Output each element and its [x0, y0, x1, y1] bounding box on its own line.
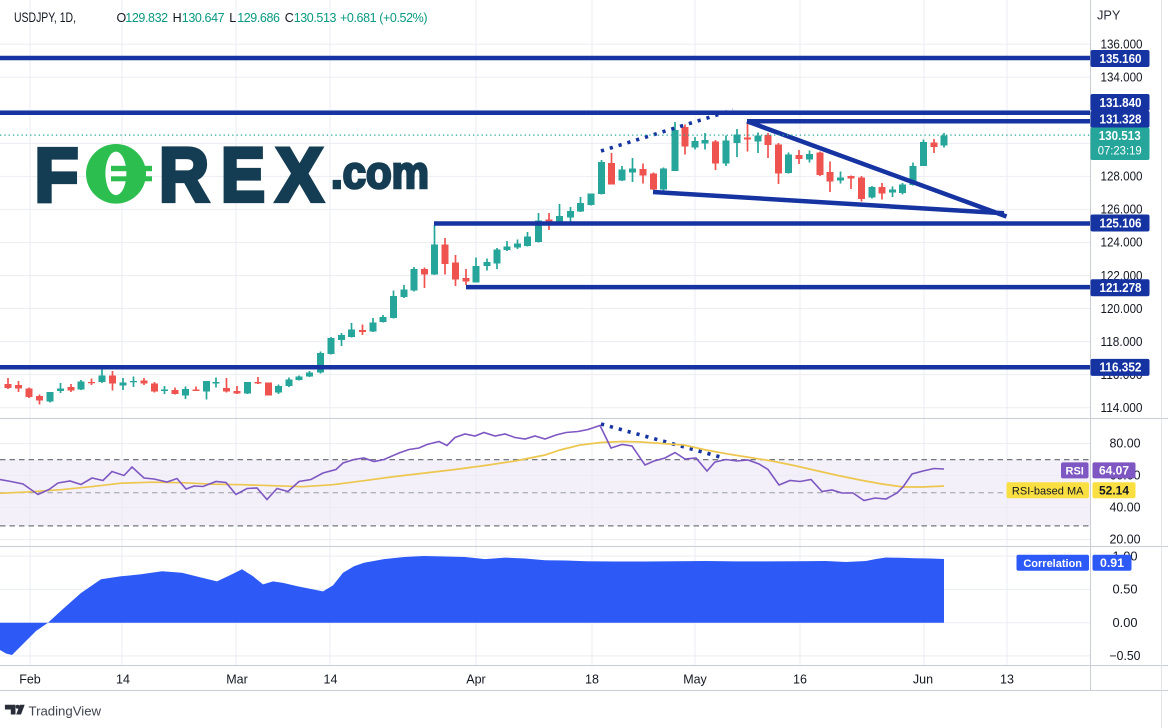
svg-text:14: 14	[116, 672, 130, 686]
svg-text:20.00: 20.00	[1110, 533, 1141, 547]
svg-text:+0.681 (+0.52%): +0.681 (+0.52%)	[340, 11, 427, 25]
svg-text:124.000: 124.000	[1101, 236, 1143, 250]
svg-text:130.513: 130.513	[294, 11, 337, 25]
svg-text:USDJPY, 1D,: USDJPY, 1D,	[14, 10, 76, 25]
svg-text:TradingView: TradingView	[29, 703, 102, 718]
svg-text:129.832: 129.832	[125, 11, 168, 25]
svg-text:129.686: 129.686	[237, 11, 280, 25]
svg-text:May: May	[683, 672, 707, 686]
svg-text:131.840: 131.840	[1100, 96, 1142, 110]
svg-text:18: 18	[585, 672, 599, 686]
svg-text:0.91: 0.91	[1100, 556, 1124, 570]
svg-text:Mar: Mar	[226, 672, 248, 686]
svg-text:128.000: 128.000	[1101, 170, 1143, 184]
svg-text:130.513: 130.513	[1099, 129, 1141, 143]
svg-text:14: 14	[324, 672, 338, 686]
svg-text:40.00: 40.00	[1110, 501, 1141, 515]
svg-text:0.50: 0.50	[1113, 583, 1138, 597]
svg-text:116.352: 116.352	[1100, 361, 1142, 375]
svg-text:125.106: 125.106	[1100, 216, 1142, 230]
svg-text:126.000: 126.000	[1101, 203, 1143, 217]
svg-text:.com: .com	[331, 147, 429, 198]
svg-text:64.07: 64.07	[1099, 464, 1129, 478]
svg-text:114.000: 114.000	[1101, 401, 1143, 415]
svg-text:JPY: JPY	[1097, 8, 1121, 23]
svg-text:80.00: 80.00	[1110, 437, 1141, 451]
svg-text:16: 16	[793, 672, 807, 686]
svg-text:52.14: 52.14	[1099, 483, 1129, 497]
svg-text:120.000: 120.000	[1101, 302, 1143, 316]
svg-text:0.00: 0.00	[1113, 616, 1138, 630]
svg-text:118.000: 118.000	[1101, 335, 1143, 349]
svg-text:H: H	[173, 11, 182, 25]
svg-text:Apr: Apr	[466, 672, 485, 686]
svg-text:135.160: 135.160	[1100, 52, 1142, 66]
svg-text:Jun: Jun	[913, 672, 933, 686]
svg-text:C: C	[285, 11, 294, 25]
svg-text:13: 13	[1000, 672, 1014, 686]
svg-text:136.000: 136.000	[1101, 38, 1143, 52]
svg-text:Correlation: Correlation	[1023, 558, 1082, 570]
svg-text:130.647: 130.647	[182, 11, 225, 25]
svg-text:131.328: 131.328	[1100, 113, 1142, 127]
svg-text:RSI-based MA: RSI-based MA	[1012, 485, 1084, 497]
svg-text:O: O	[117, 11, 127, 25]
svg-text:−0.50: −0.50	[1110, 649, 1141, 663]
svg-text:L: L	[229, 11, 236, 25]
svg-text:121.278: 121.278	[1100, 281, 1142, 295]
svg-text:X: X	[276, 133, 323, 218]
svg-text:Feb: Feb	[19, 672, 41, 686]
svg-text:E: E	[221, 133, 265, 218]
svg-text:07:23:19: 07:23:19	[1098, 146, 1142, 158]
svg-text:RSI: RSI	[1066, 466, 1084, 478]
svg-text:134.000: 134.000	[1101, 71, 1143, 85]
svg-text:F: F	[35, 133, 79, 218]
svg-text:R: R	[159, 133, 209, 218]
